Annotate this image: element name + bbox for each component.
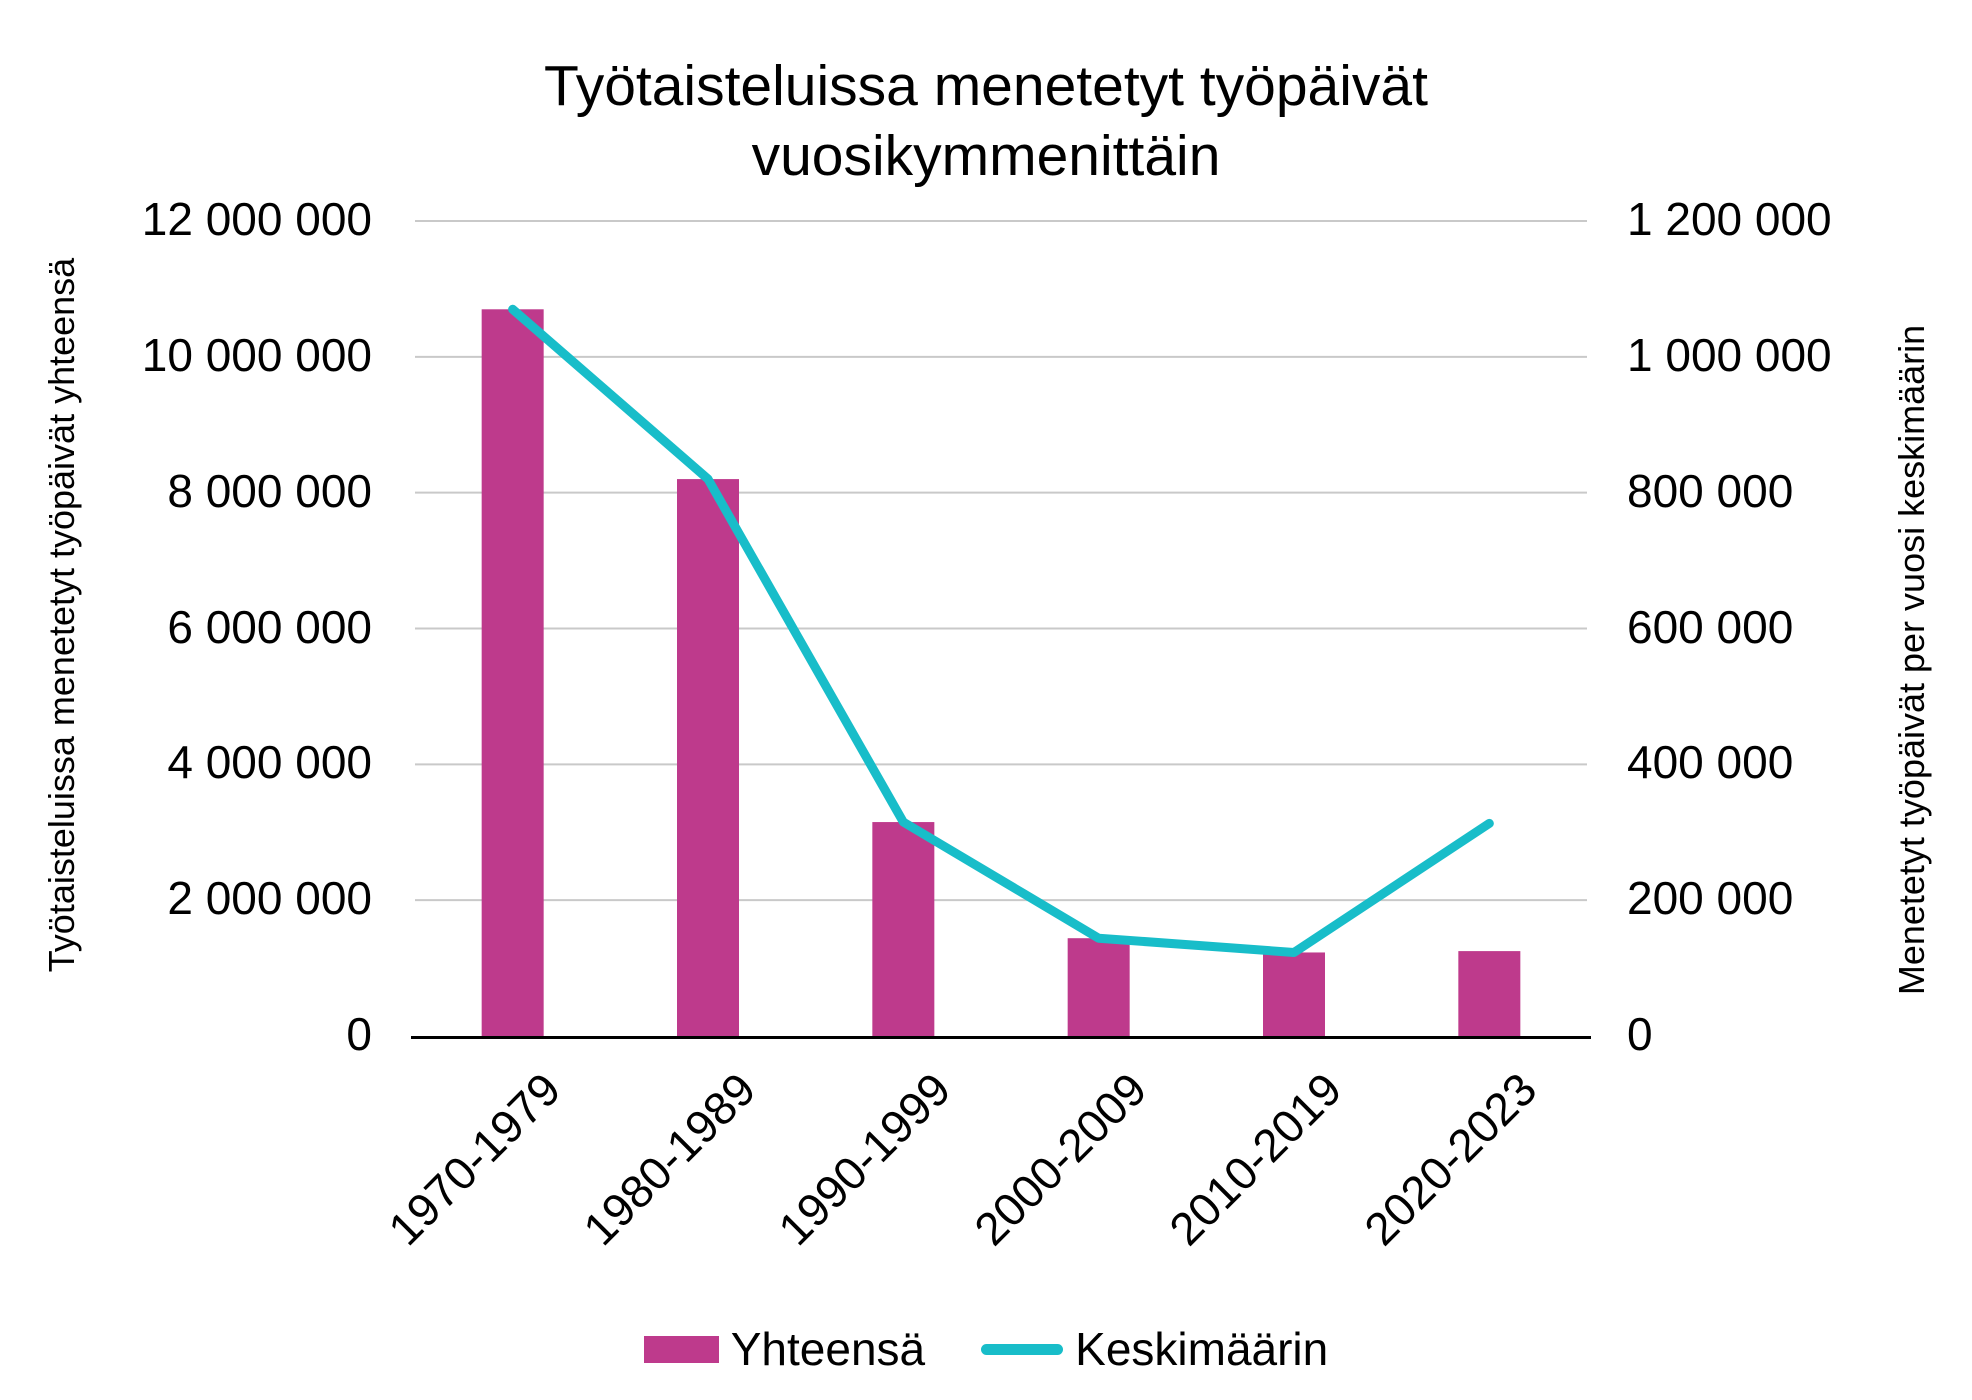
right-axis-tick: 1 000 000 (1627, 328, 1832, 381)
left-axis-tick: 0 (346, 1007, 372, 1060)
right-axis-tick: 1 200 000 (1627, 192, 1832, 245)
bar-2000-2009 (1067, 938, 1130, 1036)
left-axis-tick: 8 000 000 (167, 464, 372, 517)
right-axis-tick: 200 000 (1627, 871, 1794, 924)
right-axis-tick: 800 000 (1627, 464, 1794, 517)
bar-2020-2023 (1458, 951, 1521, 1036)
legend-item-average: Keskimäärin (981, 1322, 1328, 1376)
chart-title: Työtaisteluissa menetetyt työpäivät vuos… (544, 54, 1428, 188)
legend-item-total: Yhteensä (643, 1322, 926, 1376)
bar-1990-1999 (872, 822, 935, 1036)
left-axis-tick: 10 000 000 (141, 328, 372, 381)
right-axis-tick: 400 000 (1627, 736, 1794, 789)
bar-1980-1989 (677, 479, 739, 1036)
legend-swatch-total (643, 1335, 719, 1363)
left-axis-tick: 4 000 000 (167, 736, 372, 789)
legend-label-average: Keskimäärin (1075, 1323, 1329, 1375)
bar-1970-1979 (481, 309, 544, 1037)
right-axis-tick: 0 (1627, 1007, 1653, 1060)
left-axis-tick: 2 000 000 (167, 871, 372, 924)
average-line (508, 304, 1494, 957)
left-axis-tick: 6 000 000 (167, 600, 372, 653)
right-axis-tick: 600 000 (1627, 600, 1794, 653)
legend: Yhteensä Keskimäärin (0, 1322, 1972, 1376)
legend-swatch-average (981, 1343, 1064, 1355)
left-axis-tick: 12 000 000 (141, 192, 372, 245)
bar-2010-2019 (1263, 952, 1325, 1036)
legend-label-total: Yhteensä (730, 1323, 926, 1375)
